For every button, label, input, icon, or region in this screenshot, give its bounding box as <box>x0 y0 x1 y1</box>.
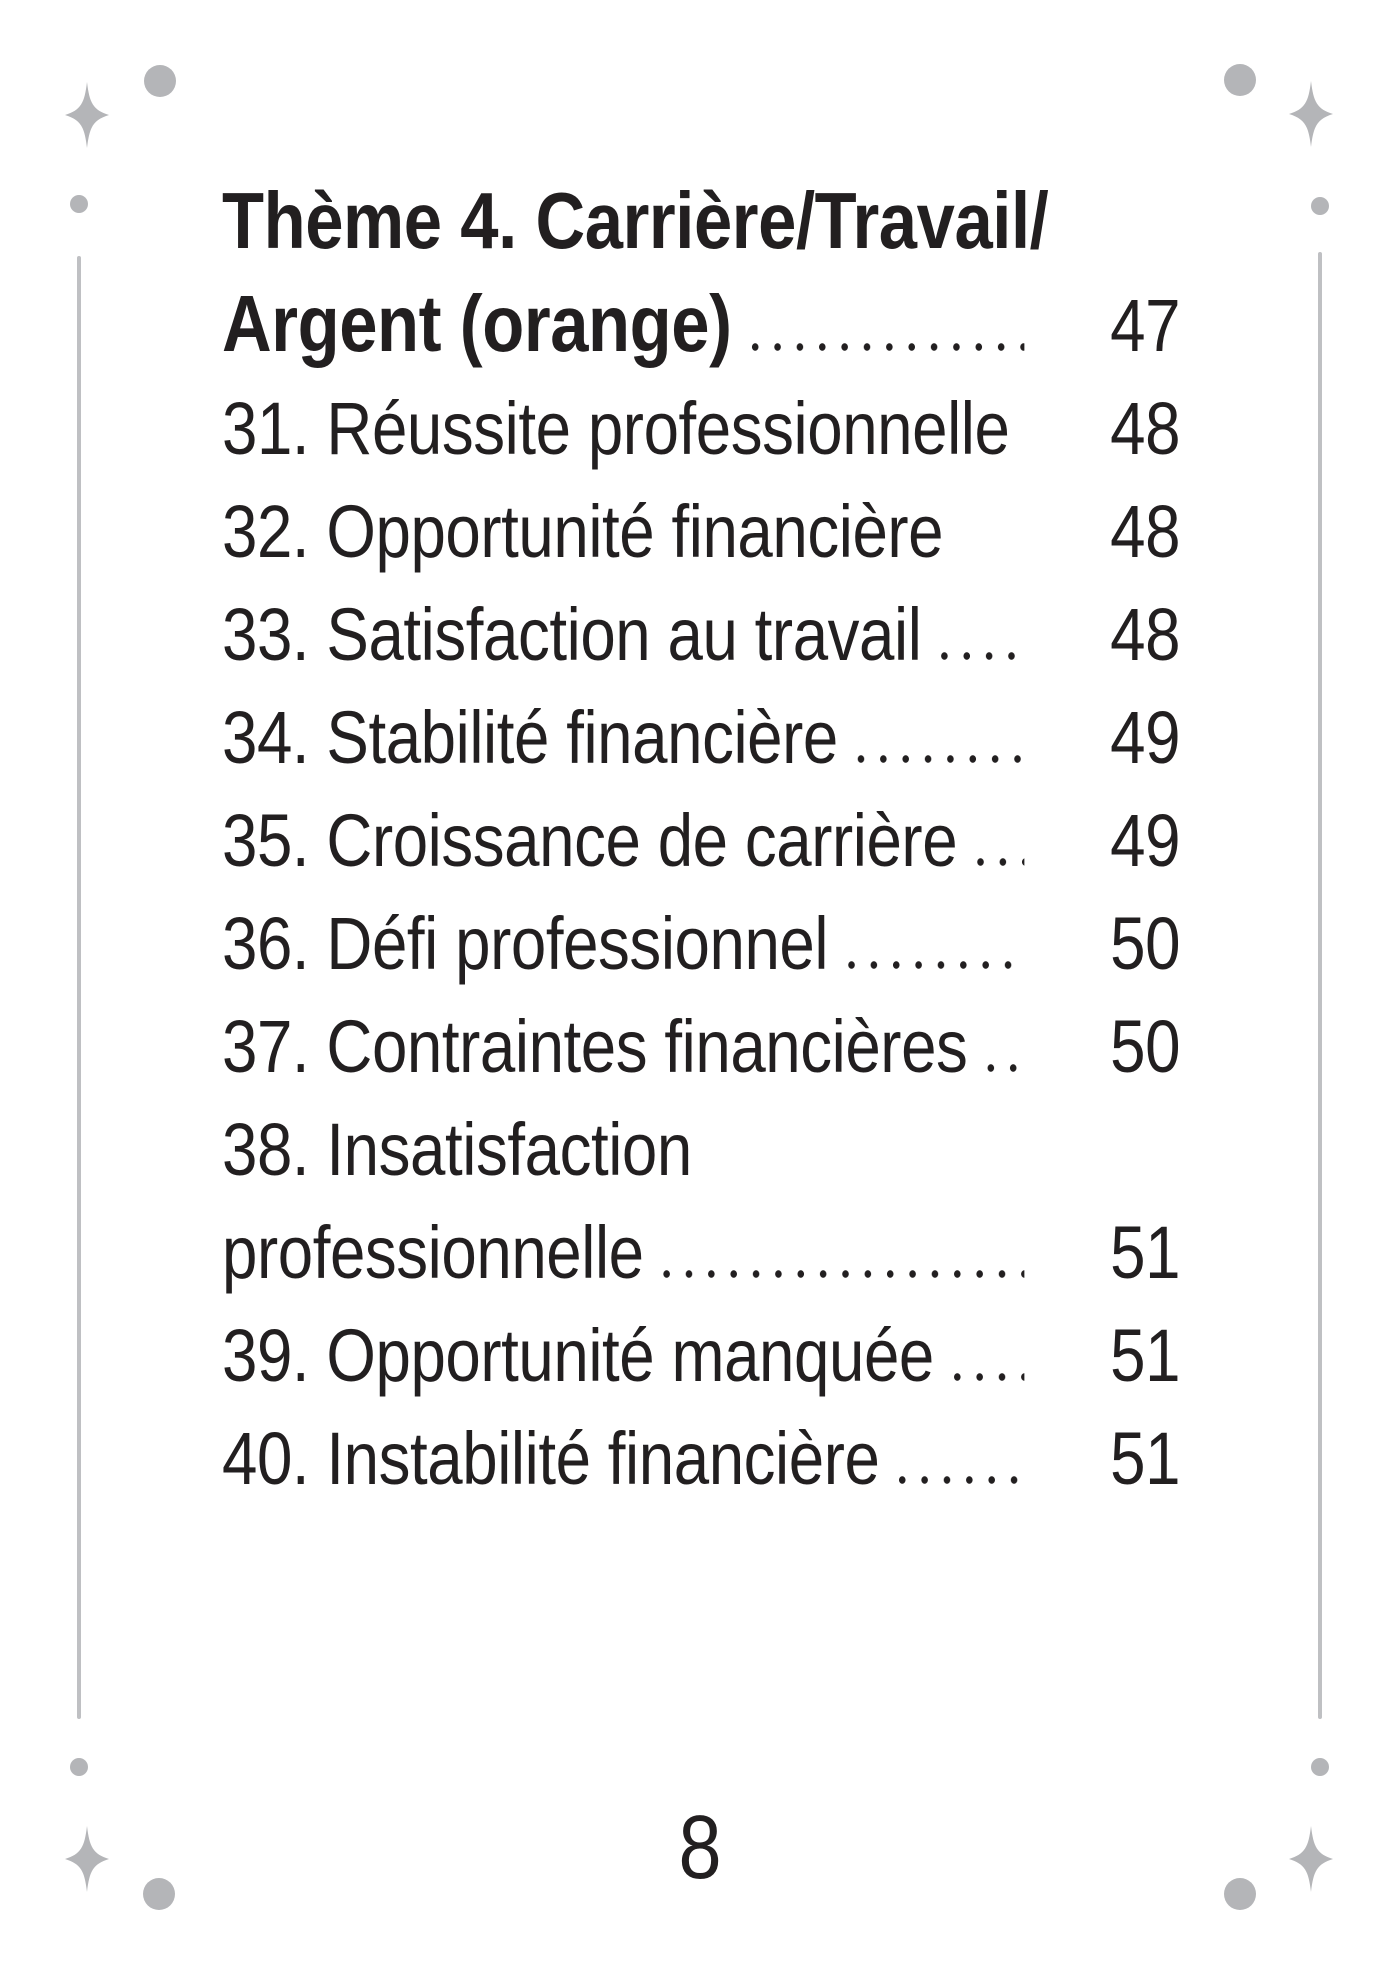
toc-row: 37. Contraintes financières 50 <box>222 995 1180 1098</box>
toc-entry-page: 48 <box>1110 593 1181 676</box>
toc-entry-page: 51 <box>1110 1417 1181 1500</box>
toc-entry-label: 36. Défi professionnel <box>222 902 829 985</box>
toc-row: 38. Insatisfaction <box>222 1098 1180 1201</box>
toc-entry-page: 49 <box>1110 799 1181 882</box>
toc-entry-label: 37. Contraintes financières <box>222 1005 968 1088</box>
toc-row: professionnelle 51 <box>222 1201 1180 1304</box>
toc-entry-label: 39. Opportunité manquée <box>222 1314 934 1397</box>
toc-entry-label: 35. Croissance de carrière <box>222 799 958 882</box>
sparkle-icon <box>1289 1826 1333 1892</box>
toc-row: 40. Instabilité financière 51 <box>222 1407 1180 1510</box>
small-dot-icon <box>1311 1758 1329 1776</box>
right-vertical-rule <box>1318 252 1322 1719</box>
toc-row: 36. Défi professionnel 50 <box>222 892 1180 995</box>
footer-page-number: 8 <box>678 1798 722 1898</box>
dot-leader <box>840 961 1025 969</box>
circle-dot-icon <box>143 1878 175 1910</box>
toc-entry-label: professionnelle <box>222 1211 644 1294</box>
small-dot-icon <box>1311 197 1329 215</box>
toc-heading-row-2: Argent (orange) 47 <box>222 272 1180 377</box>
toc-row: 34. Stabilité financière 49 <box>222 686 1180 789</box>
small-dot-icon <box>70 195 88 213</box>
toc-heading-line1: Thème 4. Carrière/Travail/ <box>222 176 1049 265</box>
toc-entry-page: 48 <box>1110 490 1181 573</box>
toc-entry-page: 50 <box>1110 1005 1181 1088</box>
small-dot-icon <box>70 1758 88 1776</box>
dot-leader <box>979 1064 1025 1072</box>
toc-entry-page: 49 <box>1110 696 1181 779</box>
toc-entry-page: 50 <box>1110 902 1181 985</box>
circle-dot-icon <box>1224 64 1256 96</box>
toc-entry-label: 34. Stabilité financière <box>222 696 838 779</box>
page-footer: 8 <box>0 1798 1400 1898</box>
toc-heading-row-1: Thème 4. Carrière/Travail/ <box>222 169 1180 272</box>
circle-dot-icon <box>144 65 176 97</box>
toc-entry-page: 51 <box>1110 1211 1181 1294</box>
dot-leader <box>655 1270 1025 1278</box>
toc-row: 33. Satisfaction au travail 48 <box>222 583 1180 686</box>
toc-heading-line2: Argent (orange) <box>222 279 732 368</box>
toc-row: 32. Opportunité financière 48 <box>222 480 1180 583</box>
sparkle-icon <box>65 1826 109 1892</box>
dot-leader <box>891 1476 1025 1484</box>
toc-entry-label: 40. Instabilité financière <box>222 1417 880 1500</box>
toc-entry-label: 38. Insatisfaction <box>222 1108 692 1191</box>
toc-block: Thème 4. Carrière/Travail/ Argent (orang… <box>222 169 1180 1510</box>
dot-leader <box>945 1373 1025 1381</box>
dot-leader <box>743 343 1025 351</box>
toc-row: 31. Réussite professionnelle 48 <box>222 377 1180 480</box>
toc-row: 35. Croissance de carrière 49 <box>222 789 1180 892</box>
dot-leader <box>969 858 1025 866</box>
sparkle-icon <box>65 82 109 148</box>
toc-entries: 31. Réussite professionnelle 48 32. Oppo… <box>222 377 1180 1510</box>
toc-heading-page: 47 <box>1110 284 1181 367</box>
toc-entry-page: 48 <box>1110 387 1181 470</box>
toc-row: 39. Opportunité manquée 51 <box>222 1304 1180 1407</box>
toc-entry-label: 31. Réussite professionnelle <box>222 387 1010 470</box>
left-vertical-rule <box>77 256 81 1719</box>
sparkle-icon <box>1289 81 1333 147</box>
toc-entry-label: 33. Satisfaction au travail <box>222 593 922 676</box>
toc-entry-page: 51 <box>1110 1314 1181 1397</box>
dot-leader <box>933 652 1025 660</box>
toc-entry-label: 32. Opportunité financière <box>222 490 944 573</box>
dot-leader <box>849 755 1025 763</box>
circle-dot-icon <box>1224 1878 1256 1910</box>
